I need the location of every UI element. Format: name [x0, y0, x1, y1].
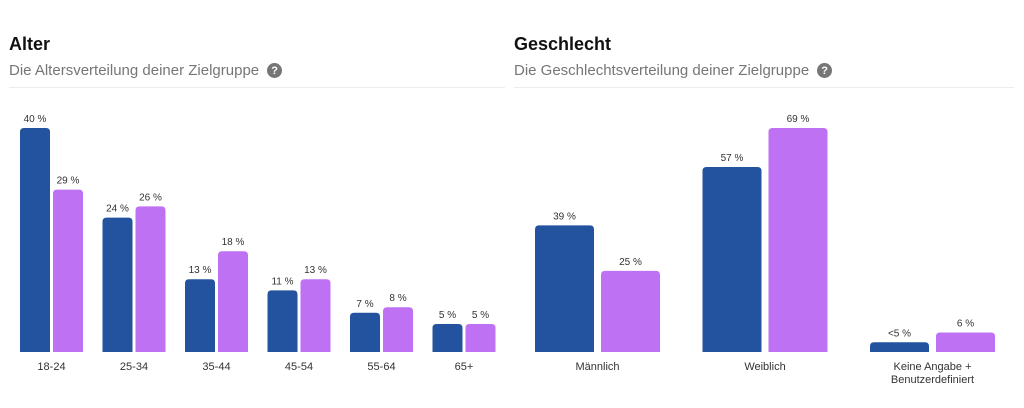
age-category-label-2: 35-44: [202, 361, 230, 373]
gender-category-label-0: Männlich: [575, 361, 619, 373]
gender-value-label-1-series-0: 57 %: [721, 153, 744, 164]
age-bar-3-series-0[interactable]: [267, 290, 298, 352]
age-value-label-4-series-1: 8 %: [389, 293, 406, 304]
age-value-label-4-series-0: 7 %: [356, 299, 373, 310]
age-bar-1-series-1[interactable]: [135, 206, 166, 352]
age-subtitle-row: Die Altersverteilung deiner Zielgruppe ?: [9, 62, 283, 79]
age-bar-1-series-0[interactable]: [102, 217, 133, 352]
age-value-label-5-series-1: 5 %: [472, 310, 489, 321]
age-bar-0-series-0[interactable]: [20, 128, 50, 352]
gender-bar-0-series-1[interactable]: [601, 270, 660, 352]
gender-subtitle-row: Die Geschlechtsverteilung deiner Zielgru…: [514, 62, 833, 79]
gender-value-label-1-series-1: 69 %: [787, 114, 810, 125]
gender-value-label-0-series-1: 25 %: [619, 257, 642, 268]
gender-panel: Geschlecht Die Geschlechtsverteilung dei…: [505, 0, 1024, 408]
gender-bar-1-series-1[interactable]: [768, 128, 828, 352]
age-value-label-3-series-1: 13 %: [304, 265, 327, 276]
gender-bar-1-series-0[interactable]: [702, 166, 762, 352]
age-value-label-0-series-0: 40 %: [24, 114, 47, 125]
gender-value-label-0-series-0: 39 %: [553, 211, 576, 222]
age-value-label-1-series-0: 24 %: [106, 204, 129, 215]
gender-value-label-2-series-0: <5 %: [888, 328, 911, 339]
question-circle-icon[interactable]: ?: [817, 63, 833, 78]
age-bar-2-series-1[interactable]: [218, 251, 248, 352]
age-value-label-5-series-0: 5 %: [439, 310, 456, 321]
age-value-label-0-series-1: 29 %: [57, 176, 80, 187]
age-subtitle: Die Altersverteilung deiner Zielgruppe: [9, 62, 260, 79]
gender-title: Geschlecht: [514, 34, 612, 54]
age-bar-3-series-1[interactable]: [300, 279, 331, 352]
age-divider: [9, 87, 505, 88]
age-bar-4-series-0[interactable]: [350, 312, 380, 352]
age-value-label-2-series-0: 13 %: [189, 265, 212, 276]
age-category-label-5: 65+: [455, 361, 474, 373]
age-value-label-3-series-0: 11 %: [271, 276, 293, 287]
age-category-label-1: 25-34: [120, 361, 148, 373]
gender-divider: [514, 87, 1014, 88]
age-category-label-0: 18-24: [37, 361, 65, 373]
age-title: Alter: [9, 34, 51, 54]
age-value-label-1-series-1: 26 %: [139, 192, 162, 203]
age-value-label-2-series-1: 18 %: [222, 237, 245, 248]
gender-bar-2-series-1[interactable]: [936, 332, 995, 352]
gender-category-label-1: Weiblich: [744, 361, 785, 373]
gender-subtitle: Die Geschlechtsverteilung deiner Zielgru…: [514, 62, 810, 79]
gender-category-label-2: Keine Angabe + Benutzerdefiniert: [891, 361, 974, 386]
gender-value-label-2-series-1: 6 %: [957, 319, 974, 330]
question-circle-icon[interactable]: ?: [267, 63, 283, 78]
gender-bar-2-series-0[interactable]: [870, 342, 929, 352]
age-bar-5-series-0[interactable]: [432, 324, 463, 352]
gender-bar-chart: 39 % 25 % Männlich 57 % 69 % Weiblich <5 % 6 % K…: [535, 114, 995, 386]
age-category-label-3: 45-54: [285, 361, 313, 373]
age-bar-4-series-1[interactable]: [383, 307, 413, 352]
age-bar-5-series-1[interactable]: [465, 324, 496, 352]
age-panel: Alter Die Altersverteilung deiner Zielgr…: [9, 34, 505, 373]
age-bar-0-series-1[interactable]: [53, 189, 83, 352]
age-category-label-4: 55-64: [367, 361, 395, 373]
gender-bar-0-series-0[interactable]: [535, 225, 594, 352]
age-bar-2-series-0[interactable]: [185, 279, 215, 352]
age-bar-chart: 40 % 29 % 18-24 24 % 26 % 25-34 13 % 18 % 35-44 1…: [20, 114, 496, 373]
